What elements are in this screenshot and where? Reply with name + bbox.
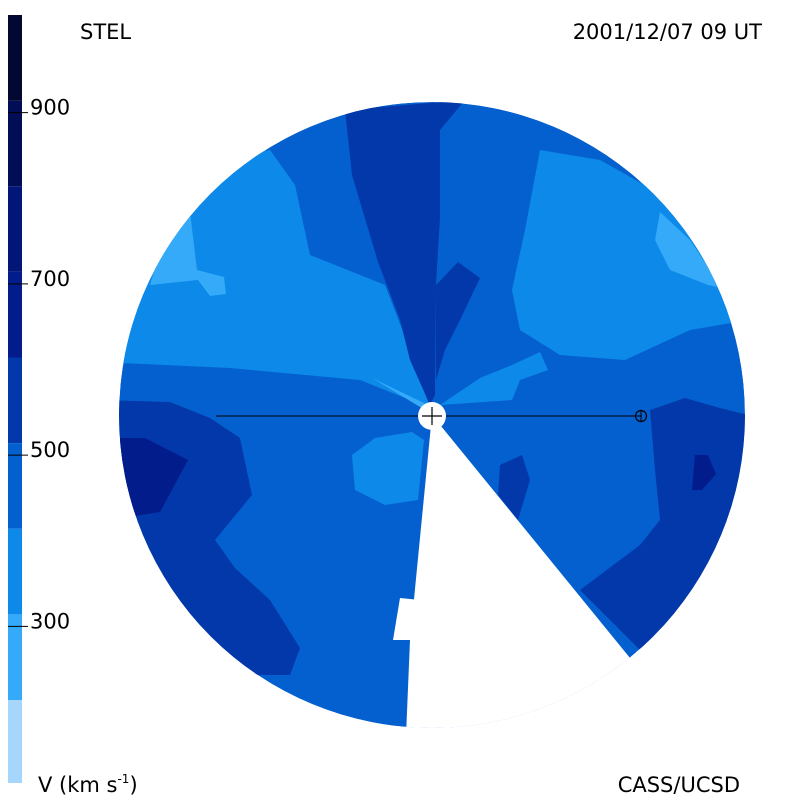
unit-close: ) [129, 773, 138, 797]
region-200-right [655, 212, 722, 288]
colorbar-band-500 [8, 357, 22, 444]
colorbar-band-800 [8, 100, 22, 187]
timestamp-label: 2001/12/07 09 UT [572, 20, 762, 44]
colorbar-tick-label-900: 900 [30, 96, 70, 120]
region-upper-right-300 [512, 150, 745, 360]
region-200-left [150, 212, 226, 296]
observatory-label: STEL [80, 20, 132, 44]
colorbar-tick-label-300: 300 [30, 609, 70, 633]
colorbar [8, 15, 22, 783]
region-500-sliver [498, 455, 530, 520]
colorbar-unit-label: V (km s-1) [38, 773, 138, 796]
velocity-disk [119, 102, 745, 728]
colorbar-band-400 [8, 443, 22, 529]
colorbar-band-300 [8, 528, 22, 615]
colorbar-ticks: 300 500 700 900 [8, 96, 70, 633]
colorbar-band-900 [8, 15, 22, 101]
colorbar-band-600 [8, 271, 22, 358]
unit-exponent: -1 [117, 772, 130, 786]
colorbar-band-200 [8, 614, 22, 700]
colorbar-tick-label-700: 700 [30, 267, 70, 291]
region-600-east [692, 455, 716, 490]
missing-data-notch [393, 598, 420, 640]
region-inner-right-300 [440, 352, 548, 405]
colorbar-tick-label-500: 500 [30, 438, 70, 462]
unit-main: V (km s [38, 773, 118, 797]
colorbar-band-100 [8, 700, 22, 783]
region-500-north [345, 102, 465, 405]
region-inner-left-300 [352, 432, 424, 505]
region-500-north-spike [436, 262, 480, 380]
colorbar-band-700 [8, 186, 22, 272]
region-200-streak [372, 378, 428, 410]
credit-label: CASS/UCSD [617, 773, 740, 797]
